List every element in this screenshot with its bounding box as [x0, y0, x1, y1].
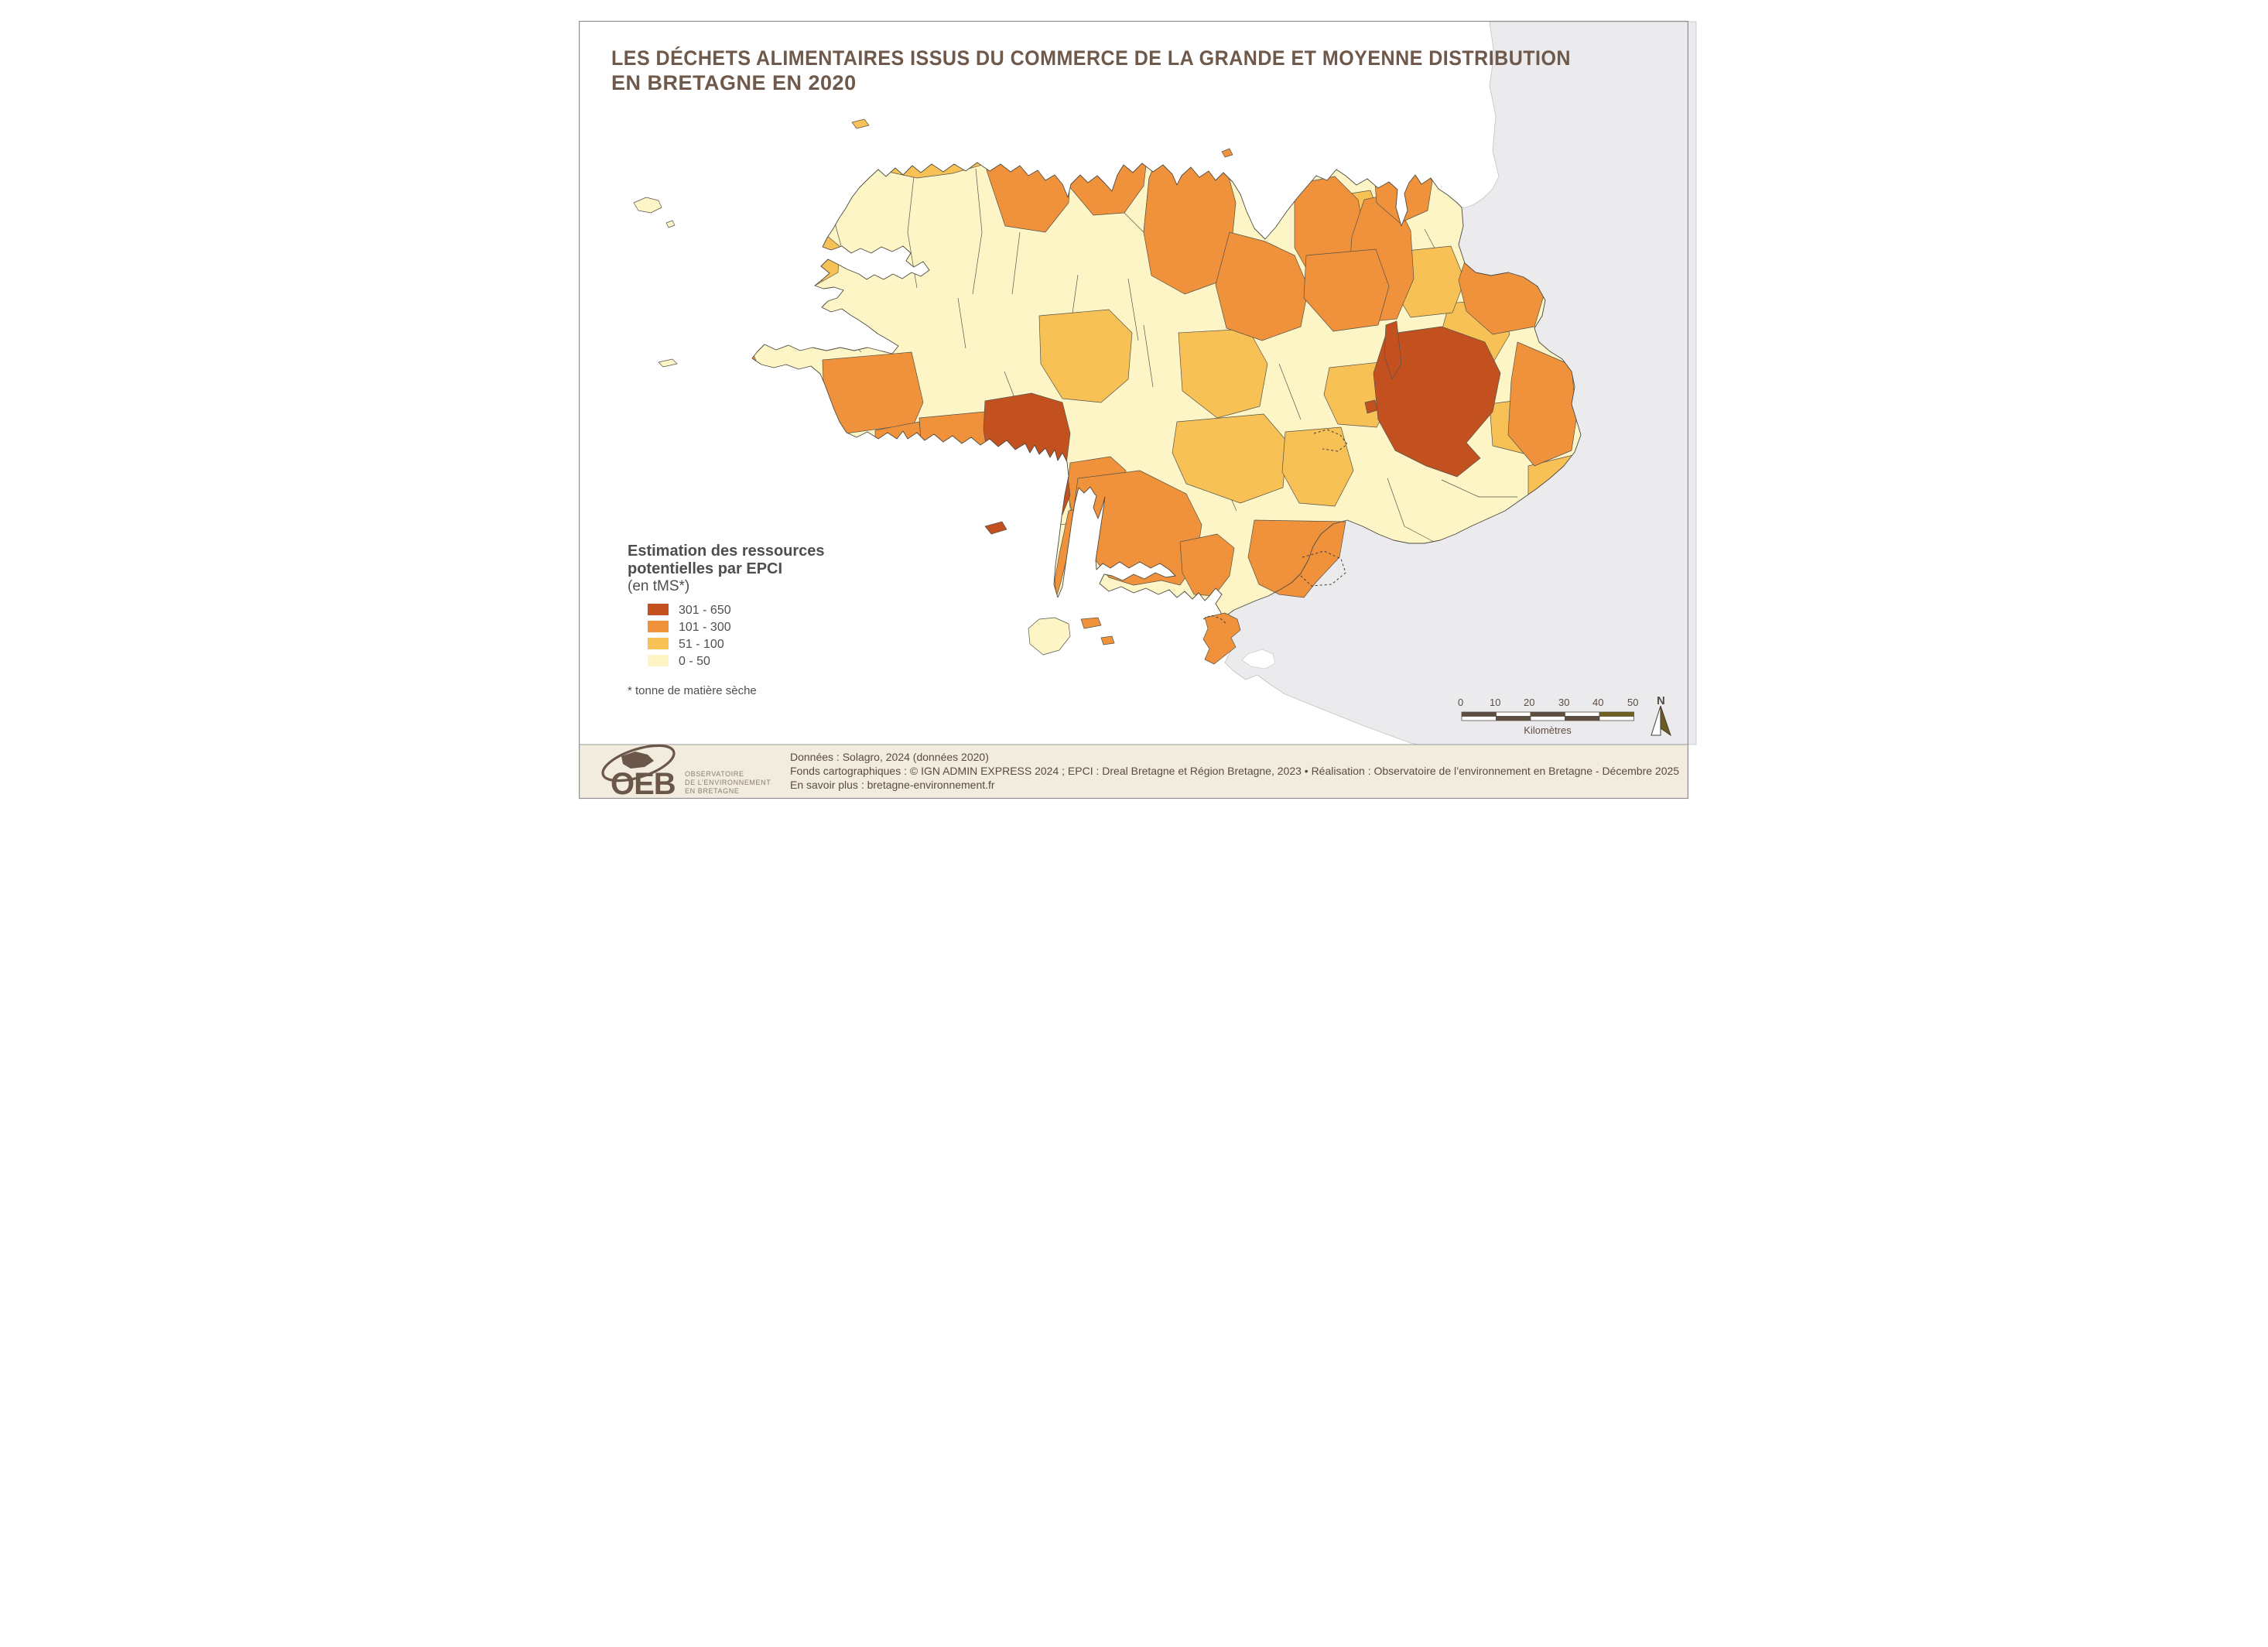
epci-border-line — [1127, 278, 1138, 341]
oeb-logo: OEB OBSERVATOIRE DE L’ENVIRONNEMENT EN B… — [600, 744, 771, 801]
legend-label-301-650: 301 - 650 — [679, 604, 731, 617]
legend: Estimation des ressources potentielles p… — [628, 543, 825, 697]
logo-swoosh-icon — [600, 744, 676, 782]
credits-line-3[interactable]: En savoir plus : bretagne-environnement.… — [790, 779, 995, 791]
epci-polygon-cap-atlantique — [1202, 612, 1240, 665]
bretagne-outline — [751, 162, 1581, 618]
epci-polygon — [1179, 533, 1234, 597]
legend-label-101-300: 101 - 300 — [679, 621, 731, 634]
credits-line-1: Données : Solagro, 2024 (données 2020) — [790, 751, 989, 763]
epci-polygon-redon — [1247, 519, 1346, 598]
scale-segment — [1564, 716, 1599, 721]
legend-swatch-0-50 — [647, 655, 669, 666]
footer-background — [579, 745, 1688, 799]
epci-polygon — [1060, 163, 1149, 216]
island-hoedic — [1100, 635, 1114, 645]
north-arrow-right — [1660, 705, 1671, 737]
map-page: LES DÉCHETS ALIMENTAIRES ISSUS DU COMMER… — [566, 0, 1702, 824]
scale-tick-30: 30 — [1558, 697, 1569, 708]
scale-tick-0: 0 — [1458, 697, 1463, 708]
legend-swatch-301-650 — [647, 604, 669, 615]
north-arrow: N — [1650, 694, 1671, 737]
logo-acronym: OEB — [611, 767, 676, 801]
footer: OEB OBSERVATOIRE DE L’ENVIRONNEMENT EN B… — [579, 744, 1688, 801]
epci-border-line — [1441, 479, 1517, 498]
legend-heading-line-1: Estimation des ressources — [628, 543, 825, 560]
scale-bar: 0 10 20 30 40 50 Kilomètres — [1458, 697, 1638, 736]
legend-swatch-51-100 — [647, 638, 669, 649]
legend-label-0-50: 0 - 50 — [679, 655, 710, 668]
scale-unit-label: Kilomètres — [1524, 724, 1572, 736]
epci-polygon — [1215, 231, 1308, 341]
scale-segment — [1495, 716, 1531, 721]
island-groix — [984, 521, 1007, 535]
island-belle-ile — [1028, 617, 1070, 656]
logo-brittany-icon — [621, 752, 654, 769]
scale-segment — [1461, 716, 1497, 721]
epci-polygon — [1364, 399, 1377, 414]
legend-footnote: * tonne de matière sèche — [628, 684, 757, 697]
scale-tick-40: 40 — [1592, 697, 1603, 708]
scale-segment — [1599, 711, 1634, 717]
epci-border-line — [1278, 363, 1301, 420]
title-line-1: LES DÉCHETS ALIMENTAIRES ISSUS DU COMMER… — [611, 46, 1571, 70]
dashed-limit — [1313, 429, 1347, 452]
scale-segment — [1495, 711, 1531, 717]
map-figure: LES DÉCHETS ALIMENTAIRES ISSUS DU COMMER… — [566, 0, 1702, 824]
epci-border-line — [1011, 231, 1020, 295]
island-ouessant — [633, 197, 662, 214]
logo-name-line-2: DE L’ENVIRONNEMENT — [685, 779, 771, 786]
scale-tick-10: 10 — [1490, 697, 1500, 708]
briere-marsh — [1241, 649, 1275, 669]
epci-polygon — [1172, 413, 1287, 504]
dashed-limit — [1298, 550, 1346, 587]
island-molene — [665, 220, 675, 228]
scale-segment — [1530, 711, 1565, 717]
island-brehat — [1221, 148, 1233, 158]
epci-polygon — [1281, 426, 1353, 507]
dashed-epci-limits — [1202, 429, 1347, 625]
map-title: LES DÉCHETS ALIMENTAIRES ISSUS DU COMMER… — [611, 46, 1571, 94]
epci-polygon — [1303, 248, 1389, 332]
islands — [633, 118, 1233, 656]
epci-polygon — [1384, 320, 1401, 380]
island-batz — [851, 118, 869, 129]
epci-border-line — [957, 297, 966, 349]
epci-border-line — [972, 168, 982, 295]
north-label: N — [1657, 694, 1665, 707]
epci-border-line — [1387, 478, 1434, 543]
legend-unit: (en tMS*) — [628, 578, 689, 594]
page-frame — [578, 20, 1688, 800]
credits-line-2: Fonds cartographiques : © IGN ADMIN EXPR… — [790, 765, 1679, 777]
island-houat — [1080, 617, 1101, 629]
scale-segment — [1461, 711, 1497, 717]
epci-border-line — [1143, 324, 1153, 388]
legend-swatch-101-300 — [647, 621, 669, 632]
scale-segment — [1599, 716, 1634, 721]
scale-segment — [1564, 711, 1599, 717]
epci-polygon — [1038, 309, 1132, 403]
scale-segment — [1530, 716, 1565, 721]
legend-heading-line-2: potentielles par EPCI — [628, 560, 782, 577]
logo-name-line-3: EN BRETAGNE — [685, 787, 739, 795]
scale-tick-50: 50 — [1627, 697, 1638, 708]
legend-label-51-100: 51 - 100 — [679, 638, 724, 651]
logo-name-line-1: OBSERVATOIRE — [685, 770, 744, 778]
island-sein — [658, 358, 677, 368]
epci-polygon — [1373, 326, 1500, 478]
title-line-2: EN BRETAGNE EN 2020 — [611, 71, 857, 94]
scale-tick-20: 20 — [1524, 697, 1534, 708]
